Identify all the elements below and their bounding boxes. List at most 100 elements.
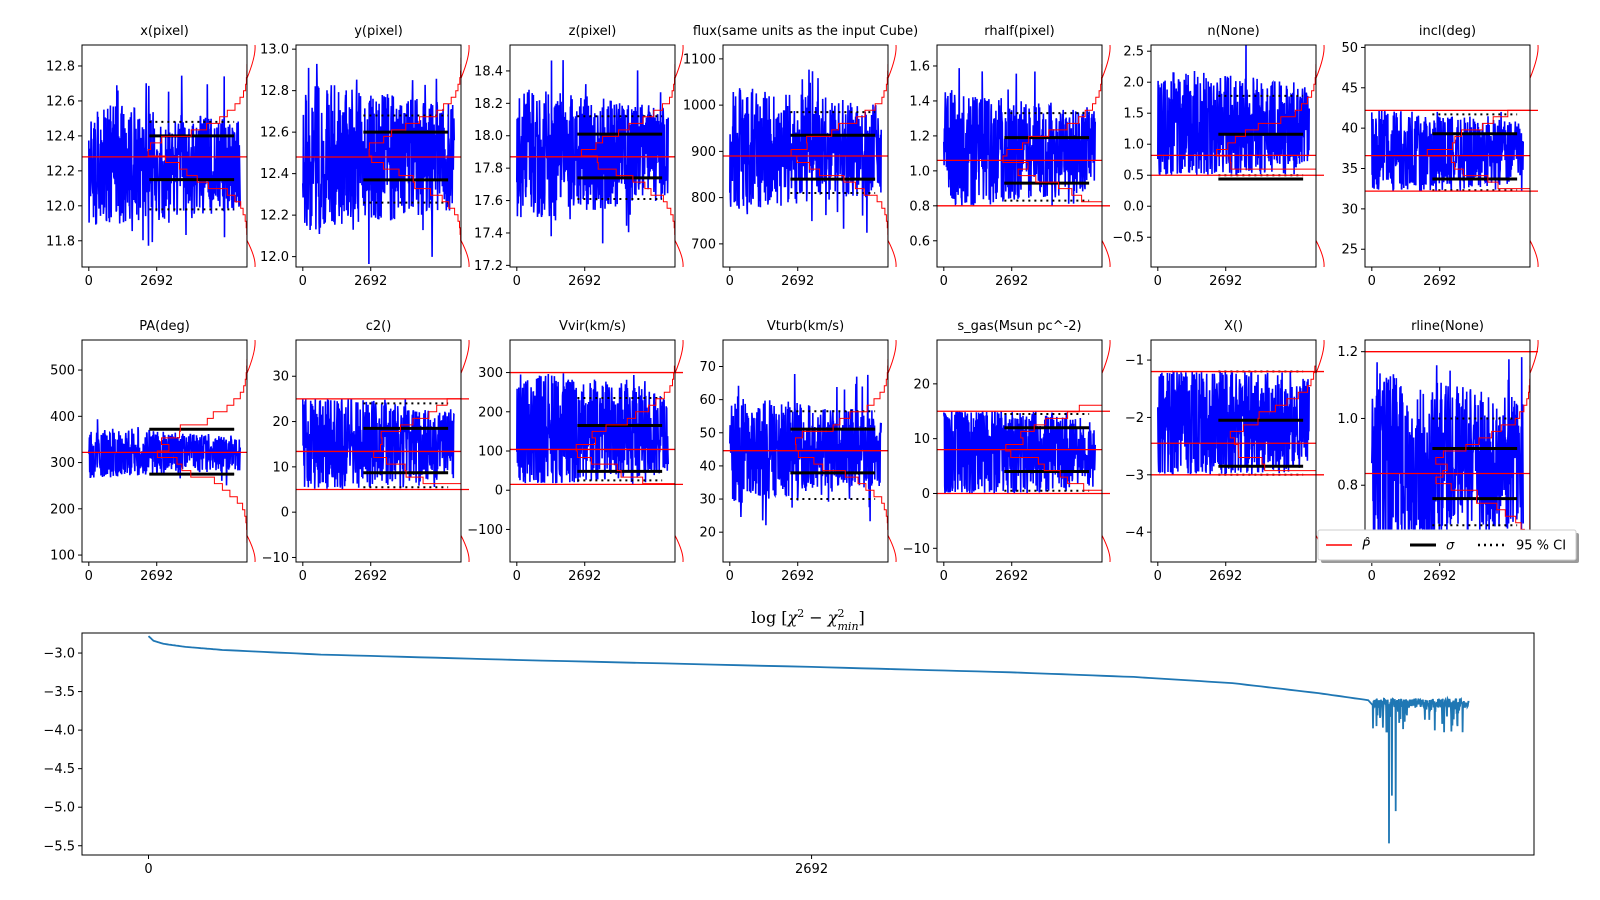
panel-title: z(pixel) [569, 24, 617, 39]
histogram [1216, 45, 1316, 267]
x-tick: 0 [726, 562, 734, 584]
x-tick-label: 2692 [995, 569, 1028, 584]
y-tick-label: 2.0 [1123, 76, 1144, 91]
y-tick-label: 17.6 [474, 194, 503, 209]
x-tick-label: 2692 [781, 569, 814, 584]
x-tick: 0 [85, 562, 93, 584]
histogram-tail [1101, 535, 1111, 563]
y-tick-label: 12.2 [260, 209, 289, 224]
panel-0: x(pixel) 11.8 12.0 12.2 12.4 12.6 12.8 0 2692 [46, 24, 256, 289]
y-tick: 17.8 [474, 162, 510, 177]
y-tick-label: 30 [699, 493, 716, 508]
y-tick-label: 50 [699, 426, 716, 441]
x-tick-label: 0 [1368, 274, 1376, 289]
y-tick-label: −2 [1125, 411, 1144, 426]
panel-title: rline(None) [1411, 319, 1484, 334]
panel-title: c2() [366, 319, 392, 334]
panel-frame [295, 339, 462, 563]
y-tick: 20 [913, 377, 937, 392]
y-tick-label: 13.0 [260, 43, 289, 58]
x-tick: 2692 [1209, 267, 1242, 289]
y-tick: 300 [50, 456, 82, 471]
histogram-tail [674, 535, 684, 563]
y-tick: 2.0 [1123, 76, 1151, 91]
histogram-tail [674, 339, 684, 374]
histogram [1002, 45, 1102, 267]
y-tick: −4.0 [43, 724, 82, 739]
histogram-tail [1315, 240, 1325, 268]
y-tick: 12.2 [260, 209, 296, 224]
y-tick: 1.0 [1337, 412, 1365, 427]
panel-frame [81, 44, 248, 268]
y-tick: 1100 [683, 52, 723, 67]
histogram-tail [887, 240, 897, 268]
y-tick: 0 [922, 487, 937, 502]
trace-line [302, 63, 455, 265]
y-tick-label: 10 [272, 460, 289, 475]
y-tick: 1.4 [909, 94, 937, 109]
x-tick: 0 [940, 562, 948, 584]
y-tick: 100 [50, 549, 82, 564]
x-tick-label: 0 [513, 569, 521, 584]
x-tick-label: 0 [726, 569, 734, 584]
y-tick-label: 60 [699, 393, 716, 408]
y-tick: 200 [478, 405, 510, 420]
y-tick: 45 [1341, 81, 1365, 96]
y-tick: −5.5 [43, 839, 82, 854]
y-tick-label: 1.6 [909, 59, 930, 74]
y-tick-label: 12.4 [46, 129, 75, 144]
y-tick: −2 [1125, 411, 1151, 426]
y-tick: 10 [272, 460, 296, 475]
x-tick-label: 0 [1154, 274, 1162, 289]
legend-label-ci: 95 % CI [1516, 539, 1566, 554]
histogram-tail [887, 44, 897, 79]
histogram [368, 45, 461, 267]
panel-title: flux(same units as the input Cube) [693, 24, 918, 39]
y-tick-label: 20 [272, 415, 289, 430]
y-tick-label: 40 [699, 459, 716, 474]
y-tick: 40 [699, 459, 723, 474]
y-tick: 30 [1341, 202, 1365, 217]
y-tick-label: −3 [1125, 468, 1144, 483]
x-tick: 2692 [795, 855, 828, 877]
y-tick: 12.4 [260, 167, 296, 182]
y-tick: 1.0 [1123, 138, 1151, 153]
y-tick: 12.8 [260, 84, 296, 99]
y-tick: 1000 [683, 99, 723, 114]
panel-2: z(pixel) 17.2 17.4 17.6 17.8 18.0 18.2 18.4 0 269… [474, 24, 684, 289]
y-tick-label: −3.0 [43, 647, 75, 662]
x-tick-label: 2692 [568, 274, 601, 289]
histogram-tail [1101, 44, 1111, 79]
panel-title: X() [1224, 319, 1243, 334]
y-tick-label: 1.4 [909, 94, 930, 109]
y-tick-label: 0 [495, 484, 503, 499]
y-tick-label: 45 [1341, 81, 1358, 96]
y-tick: 0.8 [1337, 479, 1365, 494]
y-tick-label: 0.6 [909, 234, 930, 249]
y-tick: 1.6 [909, 59, 937, 74]
y-tick: −10 [262, 551, 296, 566]
x-tick-label: 0 [144, 862, 152, 877]
histogram [1005, 340, 1102, 562]
y-tick-label: 12.8 [46, 59, 75, 74]
trace-line [729, 373, 882, 526]
x-tick-label: 2692 [140, 569, 173, 584]
panel-7: PA(deg) 100 200 300 400 500 0 2692 [50, 319, 256, 584]
histogram-tail [1529, 339, 1539, 374]
y-tick-label: −4.5 [43, 762, 75, 777]
y-tick-label: 18.2 [474, 97, 503, 112]
trace-line [1371, 357, 1524, 562]
trace-line [1371, 110, 1524, 192]
y-tick-label: −1 [1125, 354, 1144, 369]
y-tick: 70 [699, 360, 723, 375]
x-tick: 2692 [781, 267, 814, 289]
x-tick-label: 2692 [1209, 569, 1242, 584]
y-tick-label: −5.5 [43, 839, 75, 854]
y-tick-label: 12.8 [260, 84, 289, 99]
histogram [1426, 45, 1530, 267]
x-tick: 2692 [140, 267, 173, 289]
y-tick-label: 700 [691, 237, 716, 252]
x-tick: 0 [144, 855, 153, 877]
histogram-tail [674, 44, 684, 79]
